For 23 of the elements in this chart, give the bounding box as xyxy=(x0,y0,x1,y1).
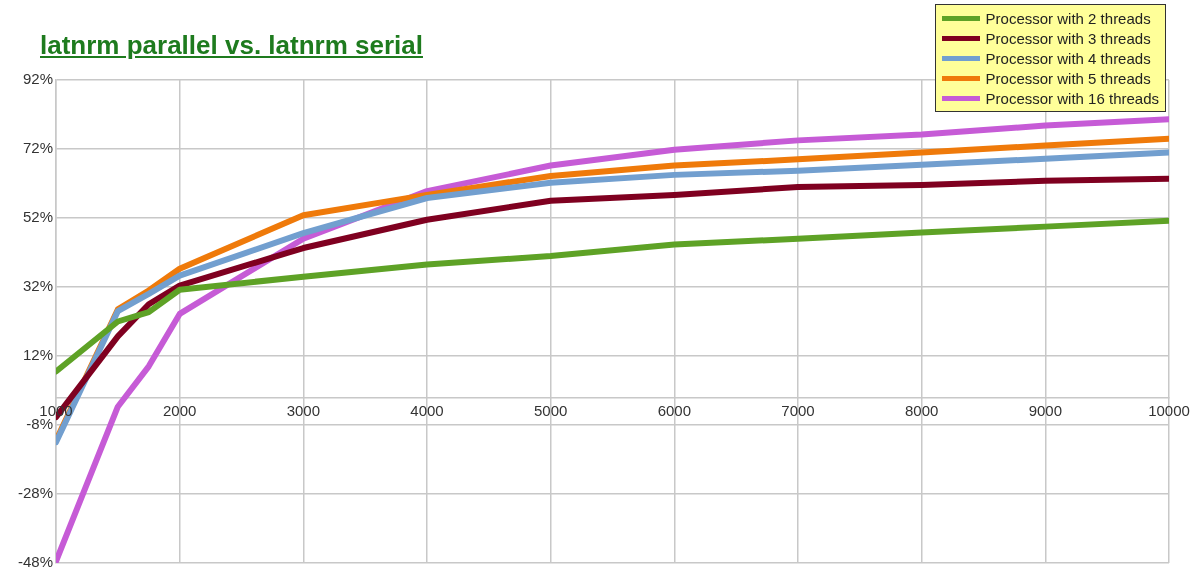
y-tick-label: 72% xyxy=(22,139,53,157)
y-tick-label: 12% xyxy=(22,346,53,364)
y-tick-label: 52% xyxy=(22,208,53,226)
y-tick-label: -28% xyxy=(17,484,53,502)
x-tick-label: 5000 xyxy=(533,401,568,419)
x-tick-label: 10000 xyxy=(1148,401,1190,419)
x-tick-label: 2000 xyxy=(162,401,197,419)
legend-label: Processor with 5 threads xyxy=(985,69,1151,87)
x-tick-label: 4000 xyxy=(410,401,444,419)
y-tick-label: -8% xyxy=(26,415,53,433)
legend-label: Processor with 3 threads xyxy=(985,29,1151,47)
legend-label: Processor with 2 threads xyxy=(985,9,1151,27)
y-tick-label: 92% xyxy=(22,70,53,88)
x-tick-label: 9000 xyxy=(1028,401,1063,419)
x-tick-label: 7000 xyxy=(781,401,815,419)
x-tick-label: 3000 xyxy=(286,401,321,419)
x-tick-label: 6000 xyxy=(657,401,692,419)
legend-label: Processor with 4 threads xyxy=(985,49,1151,67)
y-tick-label: 32% xyxy=(22,277,53,295)
x-tick-label: 8000 xyxy=(904,401,939,419)
chart-title: latnrm parallel vs. latnrm serial xyxy=(40,30,423,61)
legend-label: Processor with 16 threads xyxy=(985,89,1159,107)
y-tick-label: -48% xyxy=(17,553,53,571)
